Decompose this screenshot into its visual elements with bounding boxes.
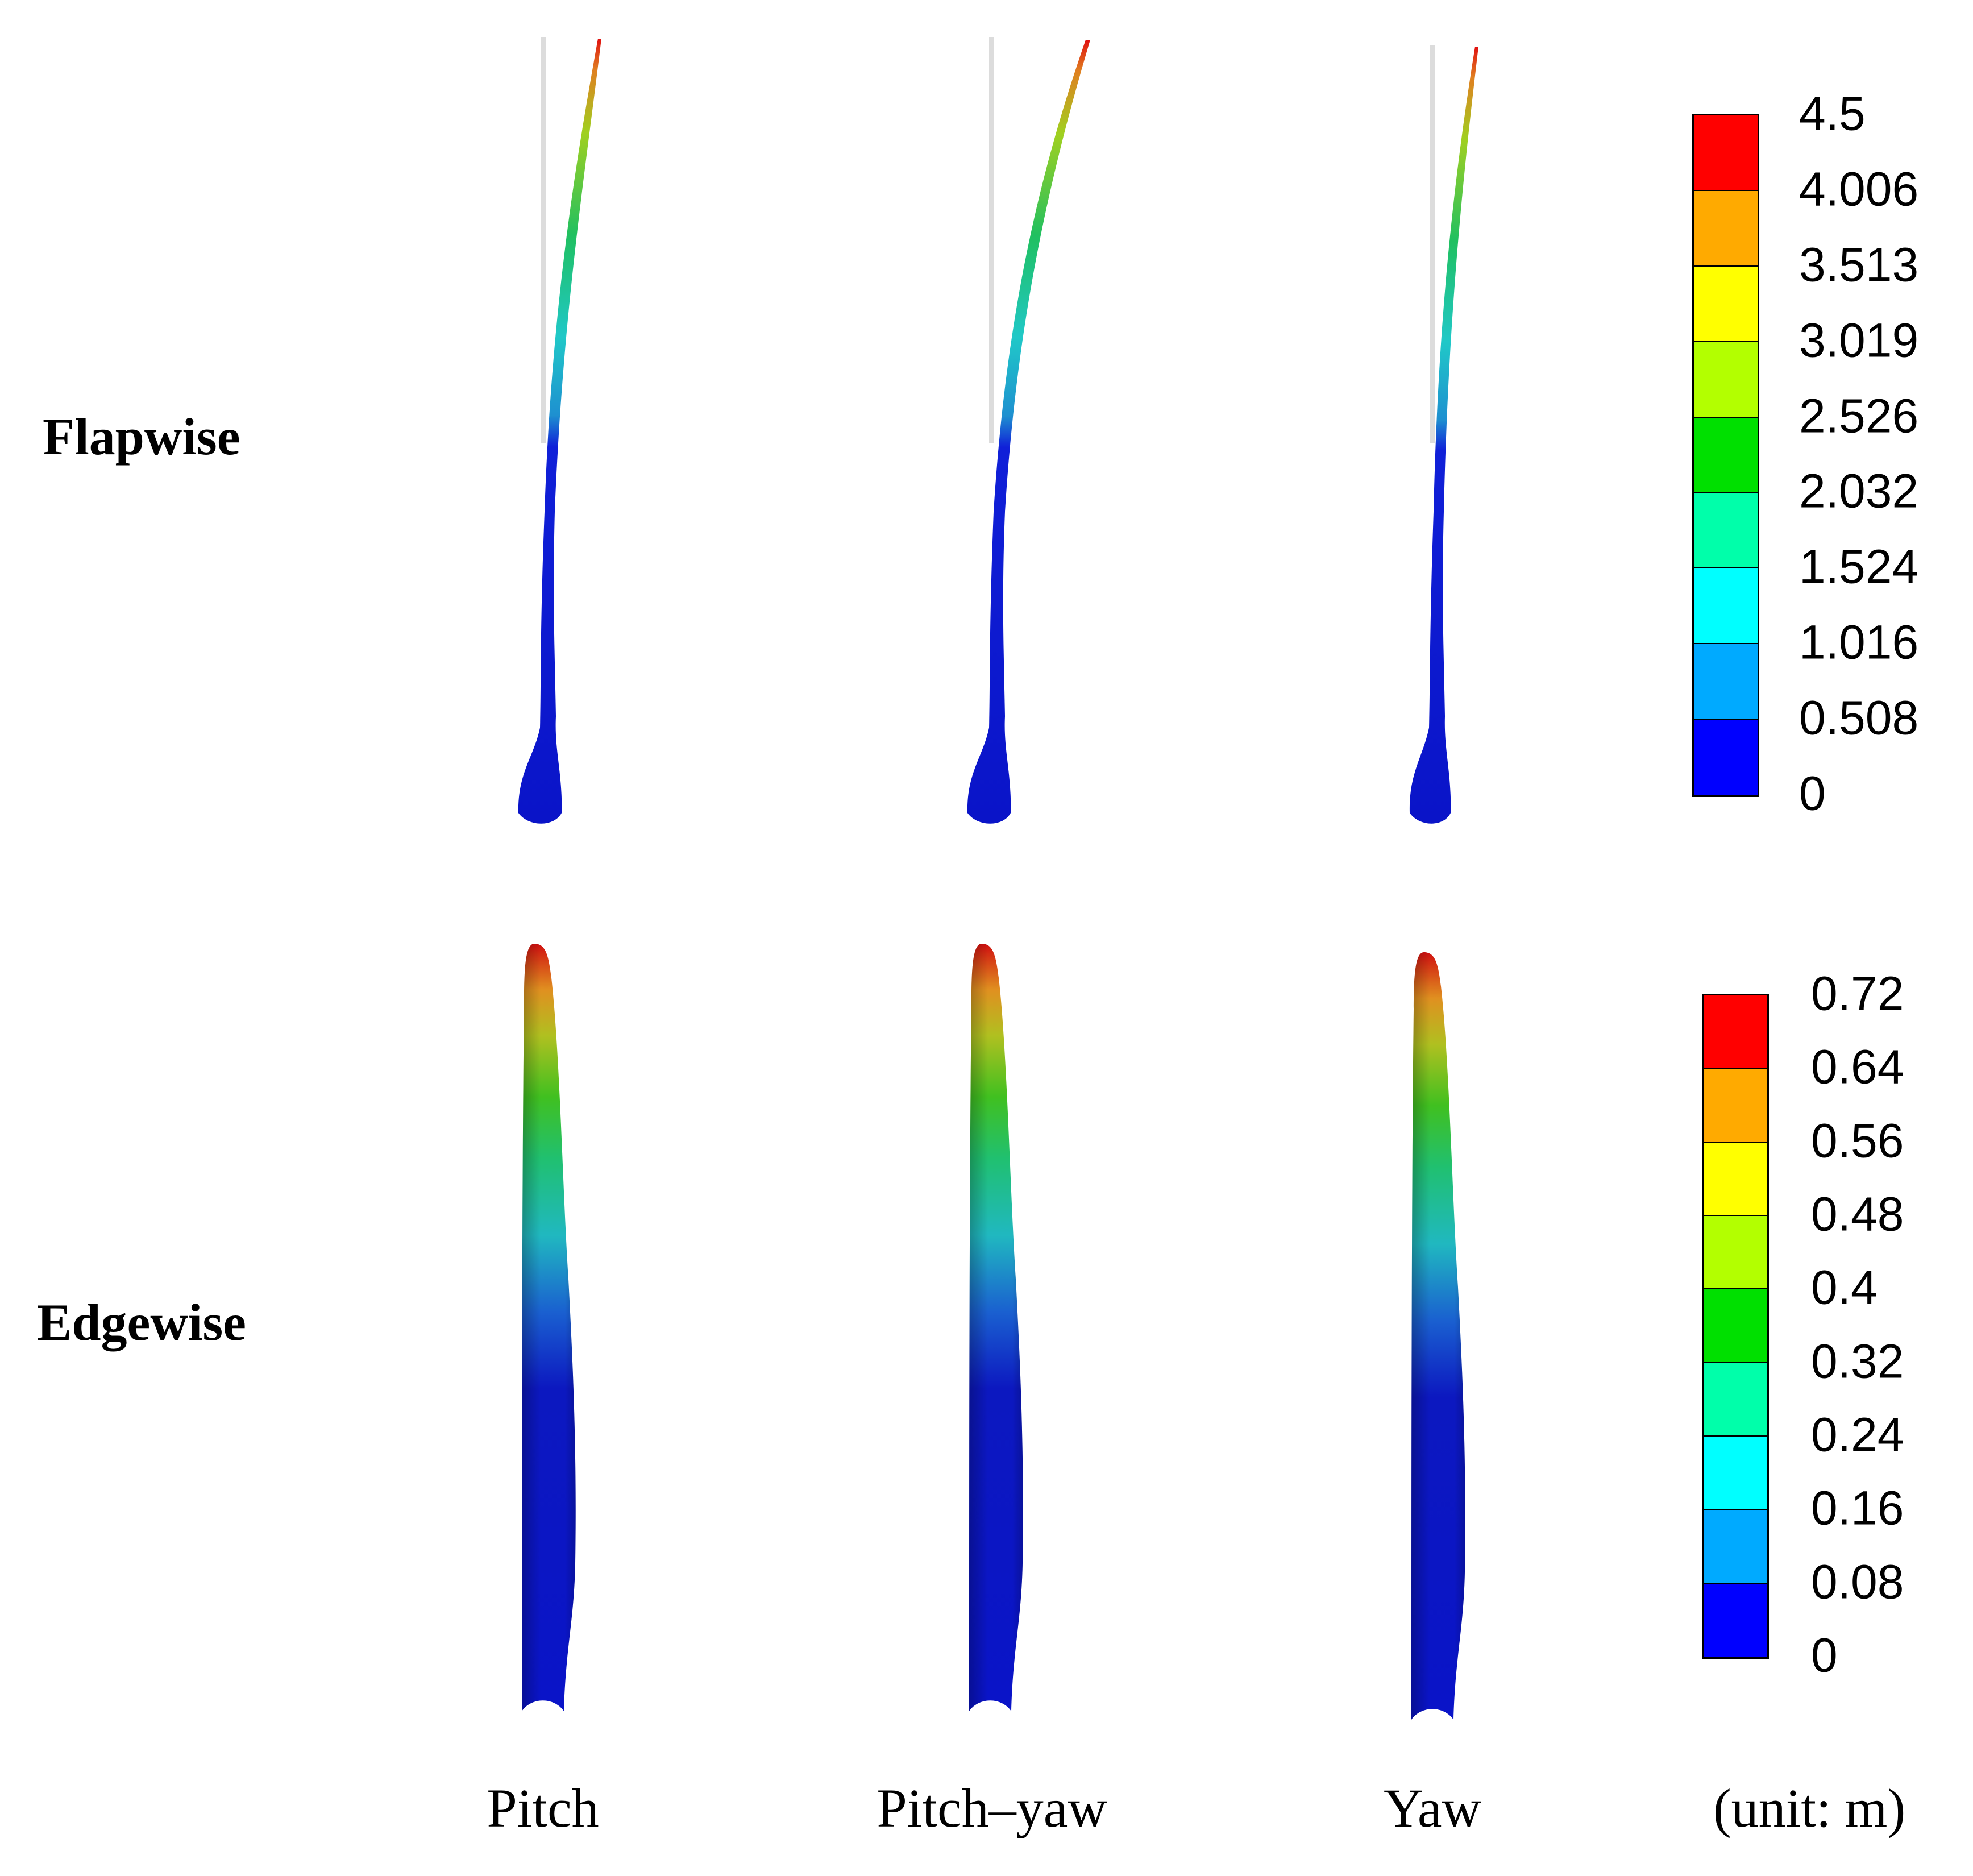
column-label-pitch: Pitch [487, 1778, 599, 1838]
edgewise-legend-swatch [1704, 1583, 1767, 1657]
column-label-yaw: Yaw [1384, 1778, 1481, 1838]
flapwise-legend-swatch [1694, 266, 1758, 342]
flapwise-legend-label: 2.032 [1799, 464, 1919, 518]
flapwise-legend-label: 4.5 [1799, 86, 1866, 140]
flapwise-legend-label: 0.508 [1799, 691, 1919, 745]
edgewise-color-legend: 0.72 0.64 0.56 0.48 0.4 0.32 0.24 0.16 0.08 0 [1702, 967, 1969, 1682]
edgewise-legend-swatch [1704, 1510, 1767, 1584]
flapwise-legend-swatch [1694, 568, 1758, 645]
edgewise-legend-label: 0.4 [1811, 1260, 1878, 1314]
flapwise-pitch-yaw-blade [967, 37, 1090, 824]
flapwise-legend-swatch [1694, 115, 1758, 191]
flapwise-legend-label: 1.524 [1799, 539, 1919, 593]
flapwise-legend-swatch [1694, 342, 1758, 418]
edgewise-legend-label: 0.16 [1811, 1481, 1904, 1535]
row-label-edgewise: Edgewise [37, 1293, 246, 1351]
flapwise-color-bar [1692, 114, 1759, 797]
edgewise-legend-label: 0.56 [1811, 1114, 1904, 1168]
edgewise-legend-swatch [1704, 1289, 1767, 1363]
flapwise-legend-label: 2.526 [1799, 389, 1919, 443]
edgewise-legend-swatch [1704, 1142, 1767, 1216]
edgewise-legend-label: 0 [1811, 1628, 1838, 1682]
flapwise-legend-swatch [1694, 417, 1758, 493]
edgewise-legend-swatch [1704, 1436, 1767, 1510]
flapwise-legend-label: 4.006 [1799, 162, 1919, 216]
flapwise-legend-label: 3.513 [1799, 238, 1919, 292]
edgewise-legend-label: 0.64 [1811, 1040, 1904, 1094]
edgewise-pitch-yaw-blade [969, 944, 1023, 1711]
edgewise-yaw-blade [1411, 952, 1465, 1720]
unit-label: (unit: m) [1713, 1778, 1906, 1838]
flapwise-color-legend: 4.5 4.006 3.513 3.019 2.526 2.032 1.524 1.016 0.… [1692, 87, 1973, 820]
flapwise-pitch-blade [518, 37, 601, 824]
edgewise-legend-swatch [1704, 995, 1767, 1069]
edgewise-legend-label: 0.24 [1811, 1408, 1904, 1462]
flapwise-legend-swatch [1694, 493, 1758, 569]
flapwise-legend-label: 0 [1799, 766, 1826, 820]
flapwise-legend-swatch [1694, 720, 1758, 795]
flapwise-legend-label: 3.019 [1799, 313, 1919, 367]
flapwise-legend-swatch [1694, 644, 1758, 720]
edgewise-legend-label: 0.48 [1811, 1187, 1904, 1241]
flapwise-legend-label: 1.016 [1799, 615, 1919, 669]
edgewise-legend-label: 0.08 [1811, 1555, 1904, 1609]
edgewise-legend-label: 0.32 [1811, 1334, 1904, 1388]
edgewise-color-bar [1702, 994, 1769, 1659]
flapwise-legend-swatch [1694, 190, 1758, 267]
row-label-flapwise: Flapwise [43, 408, 240, 466]
flapwise-yaw-blade [1409, 45, 1478, 824]
edgewise-legend-swatch [1704, 1069, 1767, 1143]
edgewise-legend-swatch [1704, 1363, 1767, 1437]
edgewise-legend-label: 0.72 [1811, 966, 1904, 1020]
edgewise-legend-swatch [1704, 1215, 1767, 1290]
column-label-pitch-yaw: Pitch–yaw [877, 1778, 1107, 1838]
edgewise-pitch-blade [522, 944, 576, 1711]
